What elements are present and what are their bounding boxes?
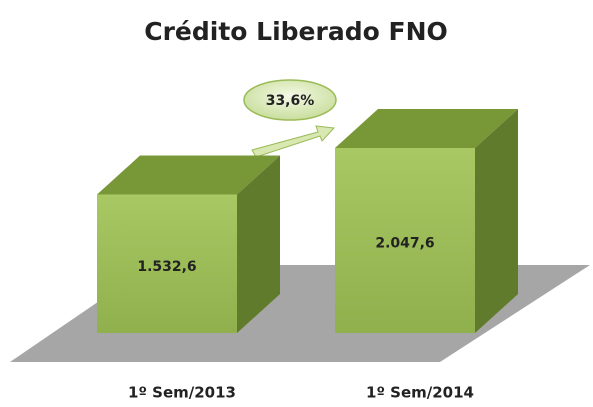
x-tick-label: 1º Sem/2014 (366, 384, 474, 402)
bar-side (237, 155, 280, 333)
arrow (251, 125, 336, 158)
value-label: 1.532,6 (137, 259, 196, 275)
bar-top (335, 109, 518, 148)
x-tick-label: 1º Sem/2013 (128, 384, 236, 402)
bar (97, 194, 237, 333)
bar (335, 148, 475, 333)
annotation-bubble (243, 79, 337, 121)
bar-top (97, 155, 280, 195)
value-label: 2.047,6 (375, 236, 434, 252)
annotation: 33,6% (266, 93, 315, 109)
bar-side (475, 109, 518, 333)
chart-title: Crédito Liberado FNO (144, 17, 448, 46)
